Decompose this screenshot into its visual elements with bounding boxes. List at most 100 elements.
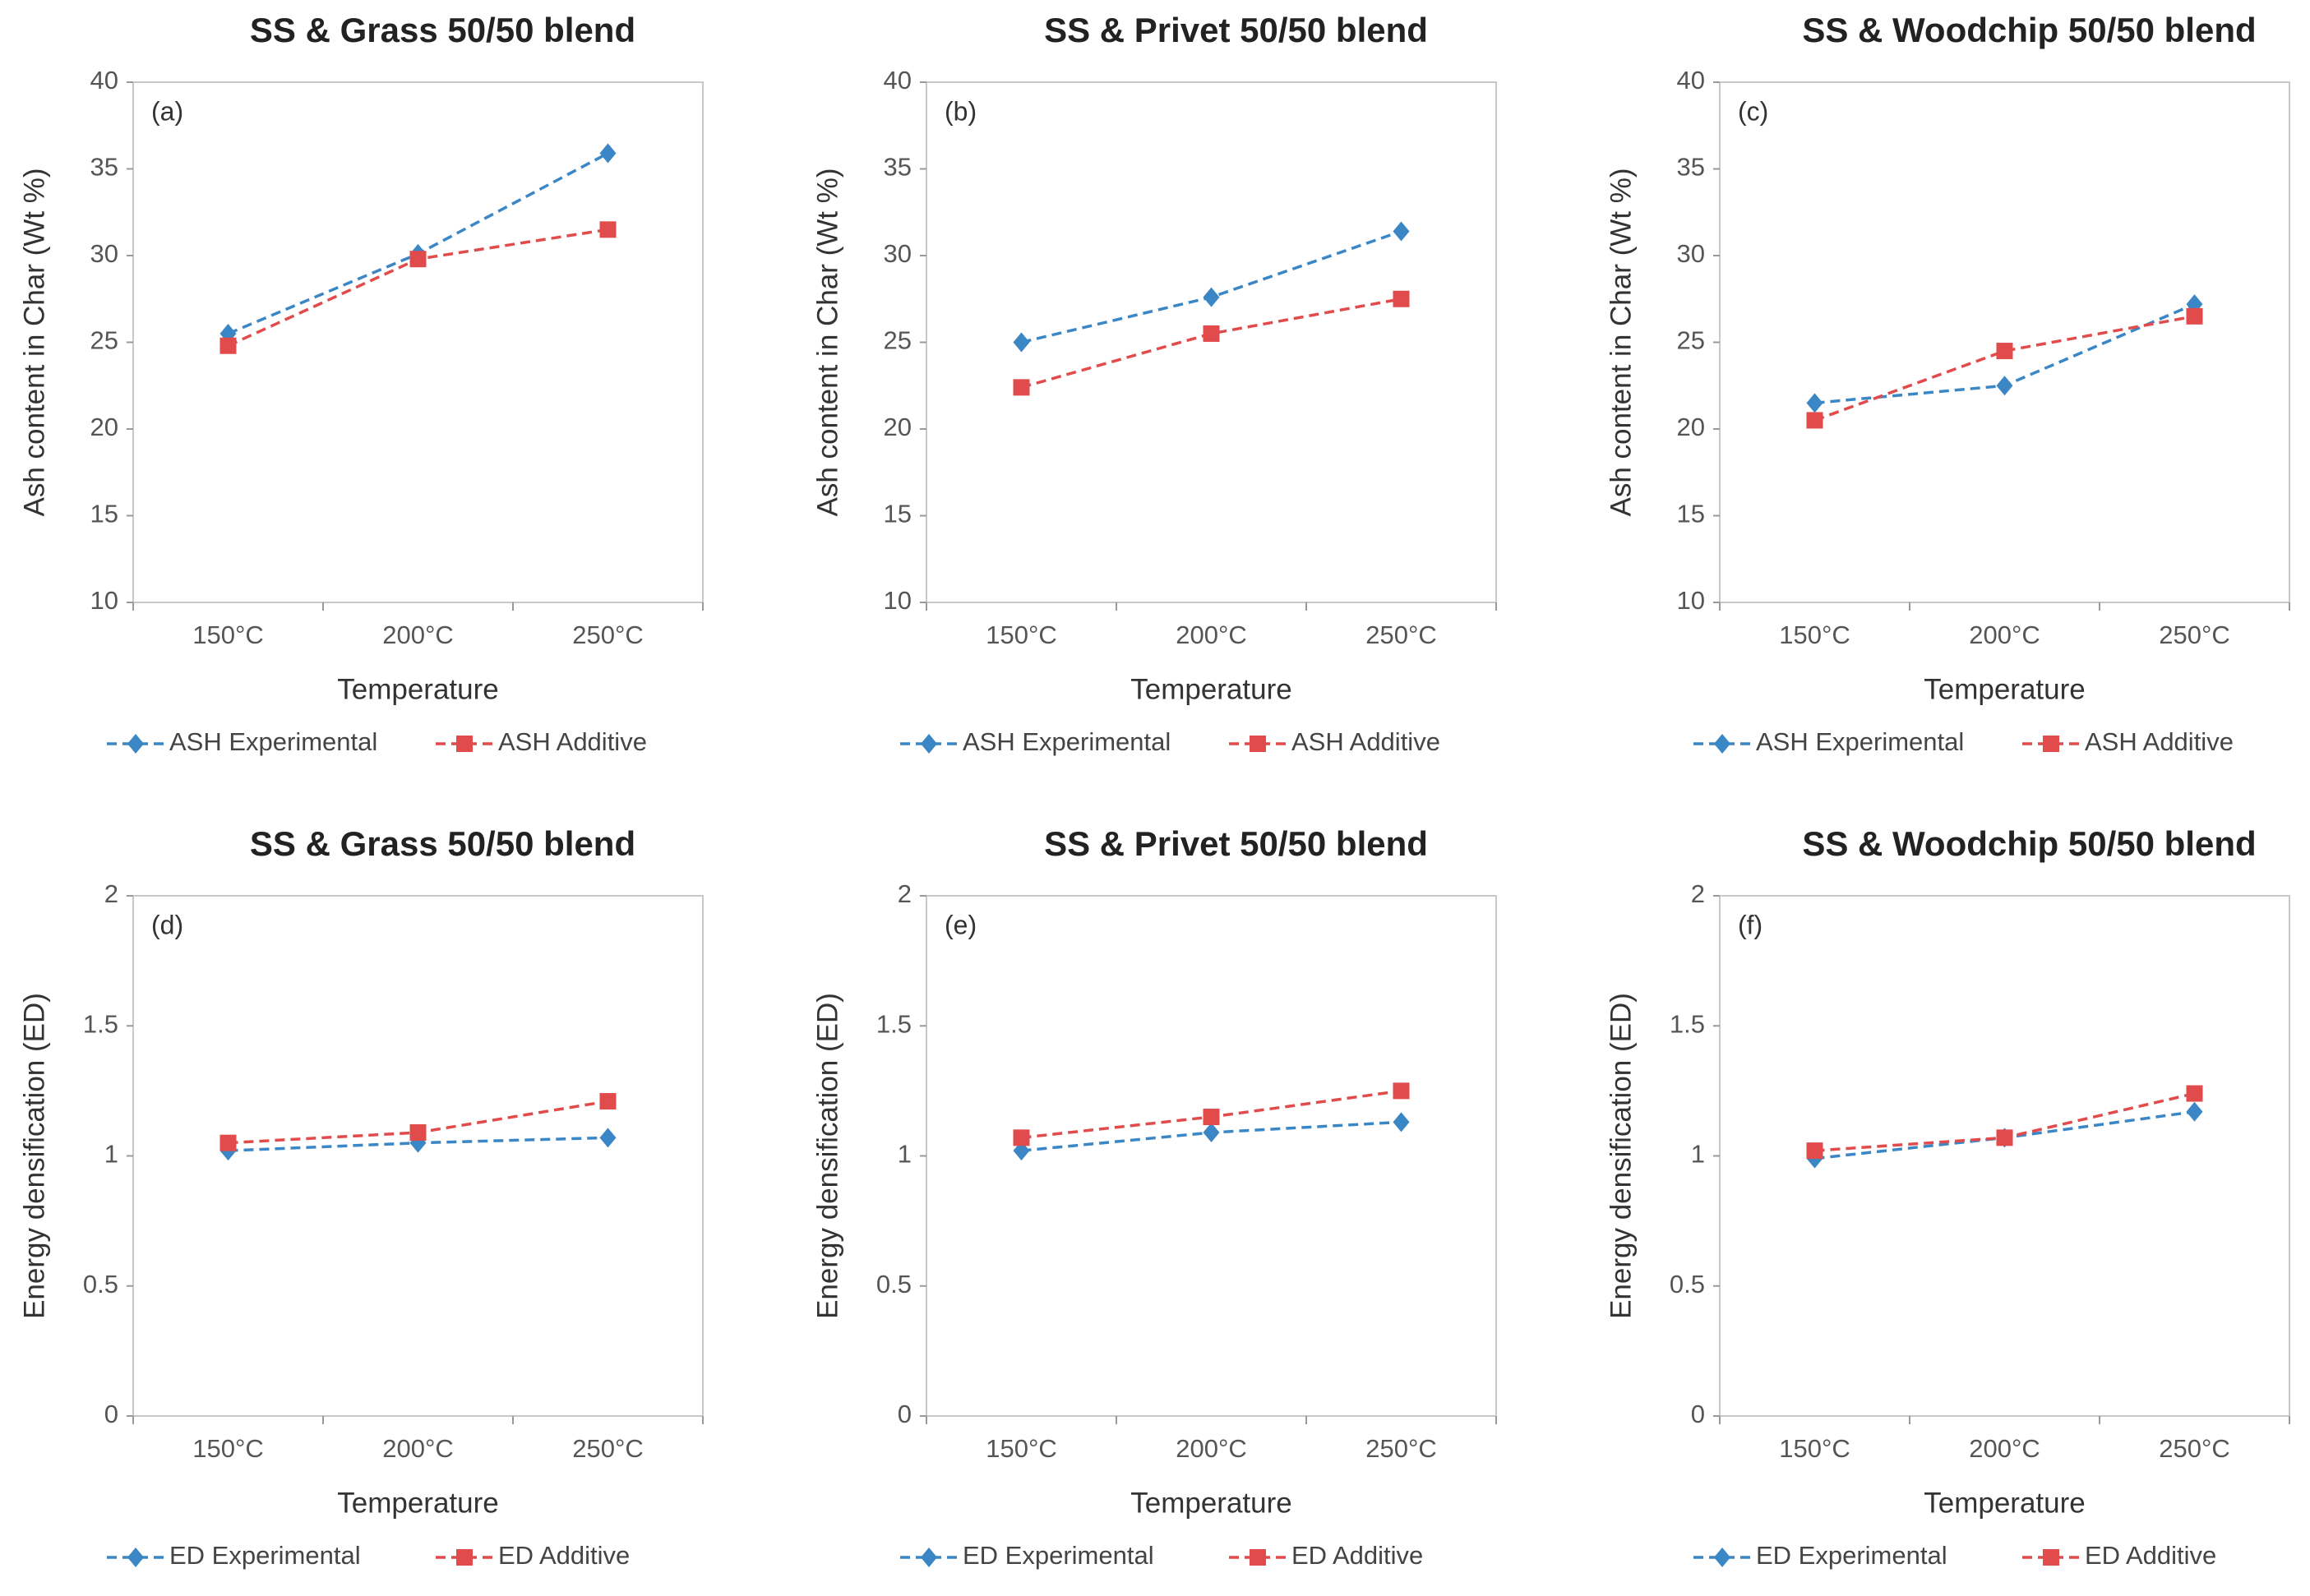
y-tick-label: 30 xyxy=(1677,239,1705,268)
x-tick-label: 250°C xyxy=(1365,1434,1437,1463)
y-axis-label: Ash content in Char (Wt %) xyxy=(1605,168,1637,516)
y-axis-label: Ash content in Char (Wt %) xyxy=(18,168,50,516)
legend-marker xyxy=(1250,736,1266,752)
x-tick-label: 250°C xyxy=(2159,1434,2230,1463)
y-axis-label: Energy densification (ED) xyxy=(18,993,50,1319)
panel-label: (c) xyxy=(1738,96,1768,126)
y-tick-label: 0 xyxy=(1691,1400,1705,1428)
y-tick-label: 0 xyxy=(898,1400,912,1428)
legend-label: ED Additive xyxy=(2085,1541,2216,1570)
marker xyxy=(599,143,617,164)
marker xyxy=(1393,1082,1410,1100)
legend-marker xyxy=(2043,736,2059,752)
chart-panel: SS & Grass 50/50 blend (d) 0 0.5 1 1.5 2 150°C 2… xyxy=(18,824,704,1570)
series-line xyxy=(227,151,609,335)
x-axis-label: Temperature xyxy=(1924,1487,2085,1519)
marker xyxy=(1393,290,1410,307)
marker xyxy=(2186,1101,2203,1122)
y-tick-label: 1.5 xyxy=(83,1009,118,1038)
y-tick-label: 20 xyxy=(90,413,118,441)
x-axis-label: Temperature xyxy=(337,1487,498,1519)
y-tick-label: 15 xyxy=(1677,500,1705,528)
y-tick-label: 1 xyxy=(1691,1140,1705,1169)
y-tick-label: 1.5 xyxy=(876,1009,912,1038)
marker xyxy=(1013,332,1030,353)
legend-marker xyxy=(127,1548,144,1567)
y-axis-label: Ash content in Char (Wt %) xyxy=(811,168,843,516)
plot-frame xyxy=(132,895,704,1417)
y-tick-label: 10 xyxy=(884,586,912,615)
x-axis-label: Temperature xyxy=(1130,673,1291,705)
y-tick-label: 30 xyxy=(90,239,118,268)
x-tick-label: 250°C xyxy=(572,620,644,649)
chart-title: SS & Grass 50/50 blend xyxy=(250,824,635,863)
legend-marker xyxy=(1714,1548,1730,1567)
y-tick-label: 0.5 xyxy=(1670,1270,1705,1298)
legend-label: ED Experimental xyxy=(963,1541,1154,1570)
legend-marker xyxy=(1714,734,1730,754)
marker xyxy=(599,1128,617,1148)
legend-label: ED Experimental xyxy=(1756,1541,1947,1570)
marker xyxy=(1013,1129,1030,1146)
legend-label: ASH Additive xyxy=(498,727,647,756)
chart-panel: SS & Woodchip 50/50 blend (c) 10 15 20 25 30 35… xyxy=(1605,11,2290,756)
y-tick-label: 40 xyxy=(1677,66,1705,95)
y-tick-label: 35 xyxy=(1677,153,1705,182)
x-tick-label: 250°C xyxy=(572,1434,644,1463)
marker xyxy=(219,337,237,354)
marker xyxy=(1013,379,1030,396)
marker xyxy=(1203,287,1220,307)
legend-label: ASH Experimental xyxy=(963,727,1171,756)
plot-frame xyxy=(132,81,704,603)
series-line xyxy=(1813,315,2195,422)
marker xyxy=(2186,1085,2203,1102)
marker xyxy=(1203,1109,1220,1126)
x-axis-label: Temperature xyxy=(337,673,498,705)
y-tick-label: 1 xyxy=(104,1140,118,1169)
y-tick-label: 15 xyxy=(884,500,912,528)
marker xyxy=(409,1124,427,1142)
plot-frame xyxy=(1719,81,2290,603)
chart-title: SS & Grass 50/50 blend xyxy=(250,11,635,49)
x-tick-label: 150°C xyxy=(1779,1434,1850,1463)
x-tick-label: 150°C xyxy=(192,1434,264,1463)
x-axis-label: Temperature xyxy=(1924,673,2085,705)
marker xyxy=(1996,1129,2013,1146)
x-tick-label: 200°C xyxy=(1176,620,1247,649)
chart-panel: SS & Grass 50/50 blend (a) 10 15 20 25 30 35 40 1… xyxy=(18,11,704,756)
legend-marker xyxy=(1250,1549,1266,1566)
x-tick-label: 200°C xyxy=(382,620,454,649)
x-tick-label: 250°C xyxy=(2159,620,2230,649)
plot-frame xyxy=(1719,895,2290,1417)
chart-panel: SS & Privet 50/50 blend (e) 0 0.5 1 1.5 2 150°C… xyxy=(811,824,1497,1570)
legend-marker xyxy=(2043,1549,2059,1566)
y-tick-label: 35 xyxy=(90,153,118,182)
chart-panel: SS & Woodchip 50/50 blend (f) 0 0.5 1 1.5 2 150… xyxy=(1605,824,2290,1570)
marker xyxy=(599,1093,617,1110)
series-line xyxy=(1021,298,1402,390)
x-tick-label: 200°C xyxy=(1969,620,2040,649)
y-tick-label: 35 xyxy=(884,153,912,182)
y-axis-label: Energy densification (ED) xyxy=(811,993,843,1319)
marker xyxy=(1806,1142,1823,1160)
x-tick-label: 250°C xyxy=(1365,620,1437,649)
marker xyxy=(599,221,617,238)
y-tick-label: 10 xyxy=(1677,586,1705,615)
y-tick-label: 10 xyxy=(90,586,118,615)
legend-label: ASH Experimental xyxy=(169,727,377,756)
marker xyxy=(219,1134,237,1151)
x-tick-label: 150°C xyxy=(1779,620,1850,649)
marker xyxy=(1203,1123,1220,1143)
y-tick-label: 0.5 xyxy=(83,1270,118,1298)
marker xyxy=(1806,412,1823,429)
y-tick-label: 30 xyxy=(884,239,912,268)
legend-marker xyxy=(456,736,473,752)
plot-frame xyxy=(926,895,1497,1417)
y-tick-label: 20 xyxy=(884,413,912,441)
x-tick-label: 200°C xyxy=(382,1434,454,1463)
y-tick-label: 25 xyxy=(884,326,912,355)
legend-marker xyxy=(127,734,144,754)
y-tick-label: 1 xyxy=(898,1140,912,1169)
marker xyxy=(409,251,427,268)
marker xyxy=(1806,393,1823,413)
